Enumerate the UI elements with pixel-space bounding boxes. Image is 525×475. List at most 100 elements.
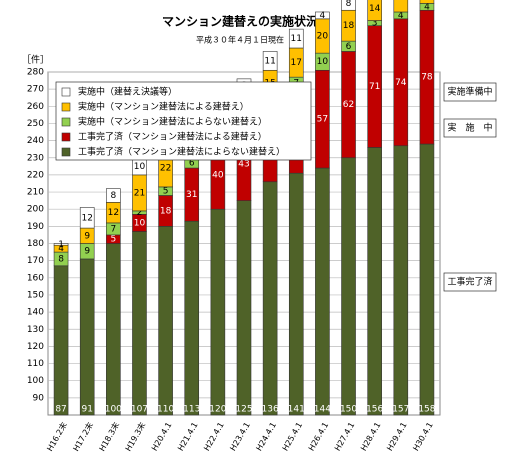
x-tick-label: H25.4.1 [281, 421, 305, 453]
data-label: 107 [131, 405, 148, 415]
x-tick-label: H30.4.1 [411, 421, 435, 453]
data-label: 6 [346, 42, 352, 52]
bar-segment [53, 265, 69, 416]
y-tick-label: 140 [27, 308, 44, 318]
bar-segment [393, 0, 409, 13]
data-label: 12 [81, 213, 92, 223]
annotation-box [443, 272, 497, 292]
annotation: 工事完了済 [447, 276, 492, 288]
data-label: 144 [314, 405, 331, 415]
data-label: 71 [369, 82, 380, 92]
legend-label: 実施中（マンション建替法によらない建替え） [78, 116, 267, 128]
data-label: 141 [288, 405, 305, 415]
legend-box [55, 81, 312, 161]
legend-swatch [61, 87, 71, 97]
annotation-box [443, 82, 497, 102]
x-tick-label: H20.4.1 [150, 421, 174, 453]
data-label: 4 [398, 11, 404, 21]
bar-segment [158, 226, 173, 416]
data-label: 8 [346, 0, 352, 9]
bar-segment [367, 0, 382, 21]
y-tick-label: 150 [27, 290, 44, 300]
data-label: 18 [343, 21, 355, 31]
y-tick-label: 260 [27, 102, 44, 112]
data-label: 9 [84, 231, 90, 241]
x-tick-label: H26.4.1 [307, 421, 331, 453]
data-label: 14 [369, 4, 381, 14]
data-label: 40 [212, 170, 224, 180]
y-tick-label: 280 [27, 68, 44, 78]
legend-label: 実施中（建替え決議等） [78, 86, 177, 98]
data-label: 5 [163, 187, 169, 197]
x-tick-label: H21.4.1 [176, 421, 200, 453]
annotation-box [443, 118, 497, 138]
y-tick-label: 130 [27, 325, 44, 335]
x-tick-label: H27.4.1 [333, 421, 357, 453]
data-label: 22 [160, 164, 171, 174]
x-tick-label: H28.4.1 [359, 421, 383, 453]
bar-segment [236, 200, 252, 416]
legend-swatch [61, 117, 71, 127]
y-tick-label: 110 [27, 359, 44, 369]
data-label: 5 [110, 235, 116, 245]
legend-swatch [61, 102, 71, 112]
y-tick-label: 160 [27, 273, 44, 283]
data-label: 57 [317, 115, 328, 125]
legend-label: 実施中（マンション建替法による建替え） [78, 101, 249, 113]
data-label: 11 [264, 56, 275, 66]
bar-segment [53, 243, 69, 246]
x-tick-label: H16.2末 [44, 420, 69, 453]
data-label: 87 [55, 405, 66, 415]
data-label: 1 [58, 240, 64, 250]
x-tick-label: H29.4.1 [385, 421, 409, 453]
bar-segment [419, 143, 435, 416]
data-label: 8 [58, 254, 64, 264]
bar-segment [315, 11, 330, 20]
y-tick-label: 200 [27, 205, 44, 215]
data-label: 157 [392, 405, 409, 415]
y-tick-label: 210 [27, 188, 44, 198]
y-tick-label: 240 [27, 136, 44, 146]
bar-segment [367, 147, 382, 416]
data-label: 100 [105, 405, 122, 415]
bar-segment [210, 208, 226, 416]
annotation: 実施準備中 [447, 86, 492, 98]
chart-subtitle: 平成３０年４月１日現在 [196, 35, 284, 45]
bar-segment [262, 181, 278, 416]
y-tick-label: 270 [27, 85, 44, 95]
bar-segment [106, 188, 121, 203]
data-label: 8 [110, 191, 116, 201]
x-tick-label: H24.4.1 [255, 421, 279, 453]
y-tick-label: 90 [33, 393, 45, 403]
data-label: 91 [81, 405, 92, 415]
data-label: 110 [157, 405, 174, 415]
legend-swatch [61, 147, 71, 157]
x-tick-label: H17.2末 [71, 420, 96, 453]
data-label: 31 [186, 190, 197, 200]
data-label: 125 [235, 405, 252, 415]
data-label: 10 [317, 57, 329, 67]
y-tick-label: 230 [27, 153, 44, 163]
data-label: 120 [209, 405, 226, 415]
bar-segment [184, 220, 200, 416]
x-tick-label: H22.4.1 [202, 421, 226, 453]
data-label: 3 [372, 19, 378, 29]
bar-segment [262, 51, 278, 71]
data-label: 9 [84, 247, 90, 257]
data-label: 150 [340, 405, 357, 415]
annotation: 実 施 中 [447, 122, 492, 134]
data-label: 2 [137, 208, 143, 218]
x-tick-label: H23.4.1 [228, 421, 252, 453]
data-label: 20 [317, 31, 329, 41]
bar-segment [393, 145, 409, 416]
data-label: 4 [424, 2, 430, 12]
y-tick-label: 120 [27, 342, 44, 352]
bar-segment [419, 0, 435, 4]
bar-segment [341, 157, 356, 416]
y-tick-label: 220 [27, 170, 44, 180]
data-label: 17 [291, 58, 302, 68]
bar-segment [79, 258, 95, 416]
data-label: 4 [58, 244, 64, 254]
data-label: 10 [134, 162, 146, 172]
data-label: 10 [134, 218, 146, 228]
